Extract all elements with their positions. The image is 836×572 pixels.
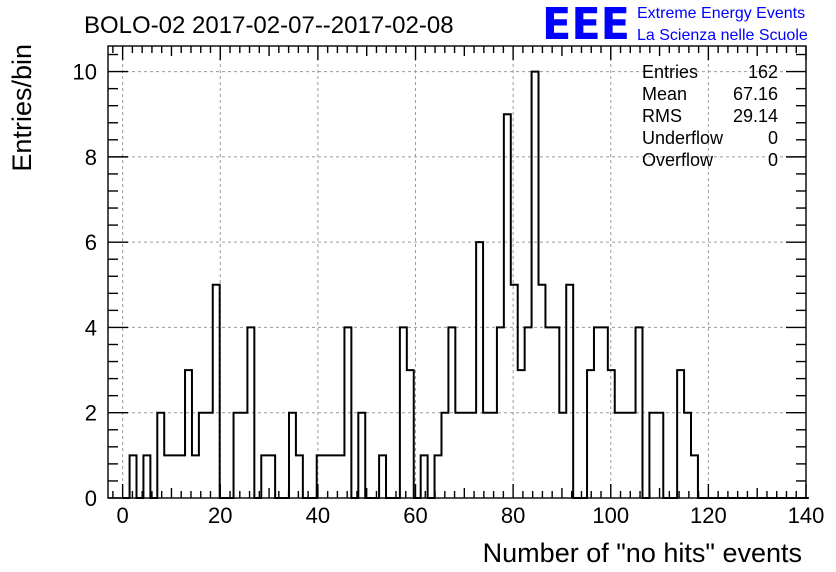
y-tick-label: 4: [85, 315, 97, 340]
histogram-bin: [476, 242, 483, 498]
plot-frame: [107, 45, 807, 499]
y-tick-label: 6: [85, 230, 97, 255]
histogram-bin: [206, 413, 213, 498]
histogram-bin: [185, 370, 192, 498]
x-tick-label: 120: [690, 503, 727, 528]
histogram-bin: [649, 413, 656, 498]
stat-rms-label: RMS: [642, 106, 682, 126]
x-tick-label: 40: [306, 503, 330, 528]
x-tick-label: 100: [592, 503, 629, 528]
x-axis-label: Number of "no hits" events: [483, 538, 802, 568]
histogram-bin: [462, 413, 469, 498]
histogram-bin: [684, 413, 691, 498]
chart-title: BOLO-02 2017-02-07--2017-02-08: [84, 12, 454, 39]
x-tick-label: 20: [208, 503, 232, 528]
histogram-bin: [615, 413, 622, 498]
y-axis-label: Entries/bin: [7, 44, 37, 172]
histogram-bin: [261, 455, 268, 498]
histogram-bin: [608, 370, 615, 498]
histogram-bin: [518, 370, 525, 498]
y-tick-label: 10: [73, 60, 97, 85]
eee-logo-line2: La Scienza nelle Scuole: [637, 27, 808, 44]
x-tick-label: 80: [501, 503, 525, 528]
histogram-bin: [532, 72, 539, 498]
histogram-bin: [338, 455, 345, 498]
histogram-bin: [504, 114, 511, 498]
histogram-bin: [143, 455, 150, 498]
histogram-bin: [511, 285, 518, 498]
eee-logo: EEE Extreme Energy Events La Scienza nel…: [542, 0, 808, 50]
eee-logo-line1: Extreme Energy Events: [637, 5, 805, 22]
stat-entries-label: Entries: [642, 62, 698, 82]
histogram-bin: [157, 413, 164, 498]
histogram-bin: [213, 285, 220, 498]
stat-rms-value: 29.14: [733, 106, 778, 126]
y-tick-label: 0: [85, 486, 97, 511]
histogram-bin: [559, 413, 566, 498]
histogram-bin: [656, 413, 663, 498]
histogram-bin: [691, 455, 698, 498]
histogram-bin: [629, 413, 636, 498]
histogram-bin: [677, 370, 684, 498]
histogram-bin: [289, 413, 296, 498]
histogram-bin: [234, 413, 241, 498]
y-tick-label: 8: [85, 145, 97, 170]
stat-mean-label: Mean: [642, 84, 687, 104]
histogram-bin: [483, 413, 490, 498]
histogram-bin: [358, 413, 365, 498]
histogram-bin: [587, 370, 594, 498]
x-tick-labels: 0 20 40 60 80 100 120 140: [117, 503, 825, 528]
axis-ticks: [108, 46, 807, 499]
x-tick-label: 140: [788, 503, 825, 528]
histogram-bin: [539, 285, 546, 498]
stat-entries-value: 162: [748, 62, 778, 82]
stat-underflow-label: Underflow: [642, 128, 724, 148]
histogram-bin: [296, 455, 303, 498]
eee-logo-mark: EEE: [542, 0, 630, 50]
histogram-bin: [171, 455, 178, 498]
stat-mean-value: 67.16: [733, 84, 778, 104]
histogram-bin: [240, 413, 247, 498]
histogram-bin: [469, 413, 476, 498]
histogram-bin: [622, 413, 629, 498]
histogram-bin: [441, 413, 448, 498]
y-tick-labels: 0 2 4 6 8 10: [73, 60, 97, 511]
stat-overflow-value: 0: [768, 150, 778, 170]
stat-overflow-label: Overflow: [642, 150, 714, 170]
histogram-bin: [421, 455, 428, 498]
histogram-bin: [455, 413, 462, 498]
stat-underflow-value: 0: [768, 128, 778, 148]
x-tick-label: 60: [403, 503, 427, 528]
x-tick-label: 0: [117, 503, 129, 528]
y-tick-label: 2: [85, 401, 97, 426]
histogram-bin: [407, 370, 414, 498]
histogram-bin: [331, 455, 338, 498]
histogram-bin: [164, 455, 171, 498]
stats-box: Entries 162 Mean 67.16 RMS 29.14 Underfl…: [642, 62, 778, 170]
histogram-bin: [379, 455, 386, 498]
grid-lines: [108, 46, 807, 499]
histogram-bin: [490, 413, 497, 498]
histogram-bin: [566, 285, 573, 498]
histogram-bin: [192, 455, 199, 498]
histogram-bin: [199, 413, 206, 498]
